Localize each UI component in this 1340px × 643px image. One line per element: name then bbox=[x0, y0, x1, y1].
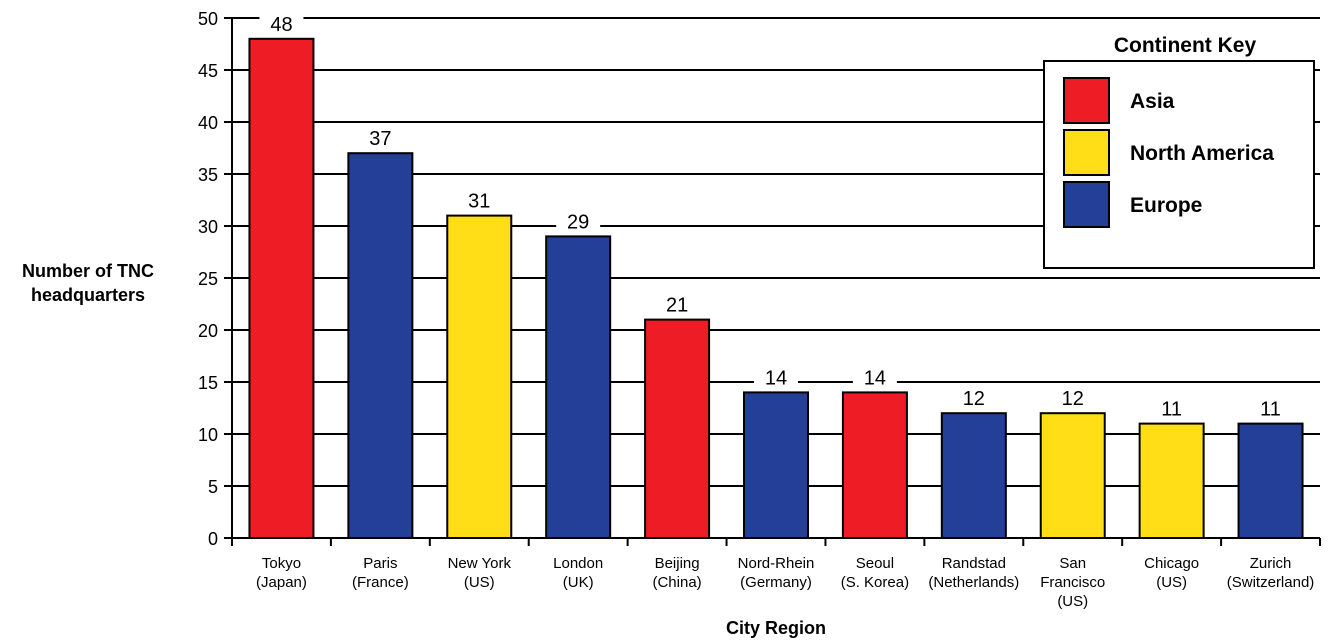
x-tick-label-1-line-0: Paris bbox=[363, 555, 397, 572]
x-tick-label-3-line-1: (UK) bbox=[563, 574, 594, 591]
x-tick-label-6-line-1: (S. Korea) bbox=[841, 574, 909, 591]
data-label-2: 31 bbox=[468, 191, 490, 213]
legend-swatch-1 bbox=[1063, 129, 1110, 176]
x-axis-title: City Region bbox=[726, 618, 826, 638]
bar-0 bbox=[248, 37, 315, 540]
y-tick-label-45: 45 bbox=[198, 61, 218, 81]
y-tick-label-25: 25 bbox=[198, 269, 218, 289]
y-tick-label-50: 50 bbox=[198, 9, 218, 29]
data-label-bg-6 bbox=[852, 364, 897, 389]
bar-10 bbox=[1237, 422, 1304, 540]
data-label-bg-8 bbox=[1050, 385, 1095, 410]
y-tick-label-30: 30 bbox=[198, 217, 218, 237]
x-tick-label-9-line-0: Chicago bbox=[1144, 555, 1199, 572]
x-tick-label-5-line-0: Nord-Rhein bbox=[738, 555, 815, 572]
legend-swatch-2 bbox=[1063, 181, 1110, 228]
legend-swatch-0 bbox=[1063, 77, 1110, 124]
y-axis-title-line-1: headquarters bbox=[31, 285, 145, 305]
data-label-4: 21 bbox=[666, 295, 688, 317]
x-tick-label-8-line-0: San bbox=[1059, 555, 1086, 572]
x-tick-label-2-line-1: (US) bbox=[464, 574, 495, 591]
x-tick-label-7-line-0: Randstad bbox=[942, 555, 1006, 572]
data-label-5: 14 bbox=[765, 367, 787, 389]
data-label-7: 12 bbox=[963, 388, 985, 410]
x-tick-label-6-line-0: Seoul bbox=[856, 555, 894, 572]
y-axis-title-line-0: Number of TNC bbox=[22, 261, 154, 281]
legend-label-2: Europe bbox=[1130, 194, 1202, 217]
bar-8 bbox=[1039, 412, 1106, 540]
bar-2 bbox=[446, 214, 513, 539]
x-tick-label-0-line-1: (Japan) bbox=[256, 574, 307, 591]
data-label-1: 37 bbox=[369, 128, 391, 150]
data-label-bg-2 bbox=[457, 187, 502, 212]
bar-9 bbox=[1138, 422, 1205, 540]
x-tick-label-8-line-2: (US) bbox=[1057, 593, 1088, 610]
bar-1 bbox=[347, 152, 414, 539]
data-label-bg-0 bbox=[259, 10, 304, 35]
y-tick-label-5: 5 bbox=[208, 477, 218, 497]
y-tick-label-20: 20 bbox=[198, 321, 218, 341]
bar-7 bbox=[940, 412, 1007, 540]
y-tick-label-0: 0 bbox=[208, 529, 218, 549]
data-label-bg-1 bbox=[358, 125, 403, 150]
y-tick-label-40: 40 bbox=[198, 113, 218, 133]
legend-label-0: Asia bbox=[1130, 90, 1175, 113]
x-tick-label-8-line-1: Francisco bbox=[1040, 574, 1105, 591]
data-label-bg-4 bbox=[655, 291, 700, 316]
x-tick-label-10-line-1: (Switzerland) bbox=[1227, 574, 1315, 591]
x-tick-label-4-line-1: (China) bbox=[652, 574, 701, 591]
data-label-bg-3 bbox=[556, 208, 601, 233]
x-tick-label-5-line-1: (Germany) bbox=[740, 574, 812, 591]
x-tick-label-7-line-1: (Netherlands) bbox=[928, 574, 1019, 591]
bar-3 bbox=[545, 235, 612, 539]
x-tick-label-3-line-0: London bbox=[553, 555, 603, 572]
data-label-6: 14 bbox=[864, 367, 886, 389]
x-tick-label-9-line-1: (US) bbox=[1156, 574, 1187, 591]
data-label-3: 29 bbox=[567, 211, 589, 233]
x-tick-label-2-line-0: New York bbox=[448, 555, 512, 572]
bar-6 bbox=[841, 391, 908, 539]
legend-title: Continent Key bbox=[1114, 34, 1257, 57]
data-label-bg-7 bbox=[951, 385, 996, 410]
data-label-bg-10 bbox=[1248, 395, 1293, 420]
y-tick-label-15: 15 bbox=[198, 373, 218, 393]
y-tick-label-10: 10 bbox=[198, 425, 218, 445]
x-tick-label-1-line-1: (France) bbox=[352, 574, 409, 591]
data-label-9: 11 bbox=[1161, 399, 1182, 421]
y-tick-label-35: 35 bbox=[198, 165, 218, 185]
bar-5 bbox=[743, 391, 809, 539]
x-tick-label-4-line-0: Beijing bbox=[655, 555, 700, 572]
data-label-10: 11 bbox=[1260, 399, 1281, 421]
data-label-8: 12 bbox=[1062, 388, 1084, 410]
data-label-0: 48 bbox=[270, 14, 292, 36]
x-tick-label-10-line-0: Zurich bbox=[1250, 555, 1292, 572]
data-label-bg-5 bbox=[754, 364, 798, 389]
x-tick-label-0-line-0: Tokyo bbox=[262, 555, 301, 572]
legend-label-1: North America bbox=[1130, 142, 1274, 165]
bar-4 bbox=[644, 318, 711, 539]
data-label-bg-9 bbox=[1149, 395, 1194, 420]
